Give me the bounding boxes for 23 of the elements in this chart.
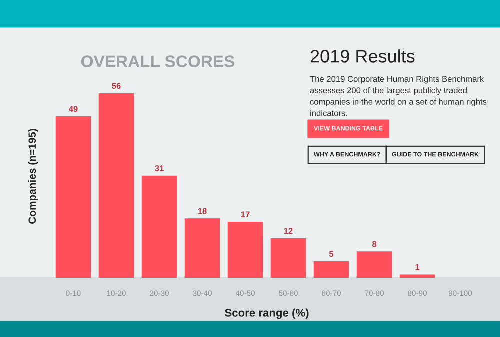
x-axis-title: Score range (%) (225, 308, 309, 320)
chart-title: OVERALL SCORES (82, 56, 235, 68)
bar (228, 222, 264, 278)
y-axis-title: Companies (n=195) (28, 129, 38, 224)
data-label: 56 (112, 83, 121, 90)
bar (142, 176, 178, 278)
data-label: 17 (241, 212, 250, 218)
bar (400, 274, 436, 278)
data-label: 8 (372, 241, 377, 248)
data-label: 31 (155, 166, 164, 172)
bar (184, 218, 220, 278)
bar (56, 116, 92, 278)
bar (270, 238, 306, 278)
bar (98, 93, 134, 278)
annotation: The 2019 Corporate Human Rights Benchmark assesses 200 of the largest publicly traded companies in the world on a set of human rights indicators. (310, 76, 487, 116)
bar (356, 252, 392, 278)
data-label: 49 (68, 106, 78, 112)
data-label: 12 (284, 228, 293, 234)
bar (314, 262, 350, 278)
data-label: 18 (198, 208, 207, 214)
data-label: 1 (416, 264, 420, 270)
text: 2019 Results (310, 50, 415, 63)
data-label: 5 (329, 251, 334, 258)
